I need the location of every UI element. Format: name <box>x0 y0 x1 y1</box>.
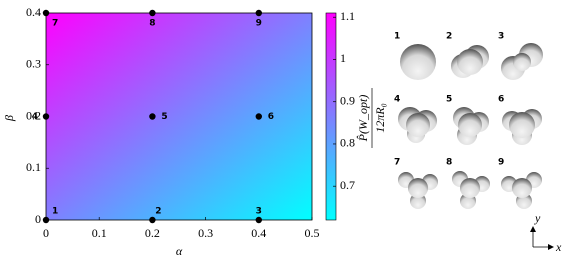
colorbar-denominator: 12πR₀ <box>373 103 387 133</box>
blob-part <box>458 113 482 137</box>
shape-blob <box>452 171 490 209</box>
point <box>42 216 50 224</box>
blob-part <box>509 112 535 138</box>
y-tick-label: 0.4 <box>26 5 41 19</box>
colorbar-tick-label: 0.8 <box>340 136 355 150</box>
x-tick-label: 0 <box>43 226 49 240</box>
point-label: 4 <box>32 112 38 122</box>
shape-label: 8 <box>446 158 452 168</box>
indicator-y-label: y <box>534 211 541 225</box>
point-label: 2 <box>155 207 161 217</box>
axis-indicator: y x <box>530 211 562 254</box>
x-tick-label: 0.1 <box>92 226 107 240</box>
shape-blob <box>501 43 543 80</box>
blob-part <box>460 178 480 198</box>
y-arrow-head <box>530 226 536 232</box>
shape-blob <box>453 107 489 145</box>
heatmap-field <box>46 13 312 220</box>
x-tick-label: 0.4 <box>251 226 266 240</box>
colorbar <box>325 12 337 221</box>
indicator-x-label: x <box>555 240 562 254</box>
point <box>255 9 262 17</box>
shape-blob <box>398 107 437 143</box>
blob-part <box>400 44 436 80</box>
point-label: 8 <box>149 19 155 29</box>
x-axis-label: α <box>176 244 183 258</box>
shape-blob <box>398 172 438 209</box>
point <box>42 113 50 120</box>
colorbar-tick-label: 0.9 <box>340 93 355 107</box>
x-arrow-head <box>548 244 554 250</box>
blob-part <box>457 49 483 75</box>
shape-label: 2 <box>446 32 452 42</box>
point-label: 9 <box>256 19 262 29</box>
colorbar-tick-label: 1 <box>340 51 346 65</box>
shape-label: 9 <box>498 158 504 168</box>
shape-blob <box>502 109 542 145</box>
x-tick-label: 0.5 <box>305 226 320 240</box>
y-tick-label: 0.3 <box>26 57 41 71</box>
point <box>42 9 50 17</box>
x-tick-label: 0.2 <box>145 226 160 240</box>
point <box>255 216 262 224</box>
shape-blob <box>400 44 436 80</box>
shape-label: 5 <box>446 95 452 105</box>
point <box>149 9 156 17</box>
point <box>149 216 156 224</box>
point <box>255 113 262 120</box>
x-tick-label: 0.3 <box>198 226 213 240</box>
y-tick-label: 0 <box>35 212 41 226</box>
colorbar-label: P̂(W_opt) 12πR₀ <box>356 88 387 148</box>
shape-blob <box>501 172 542 209</box>
colorbar-tick-label: 1.1 <box>340 9 355 23</box>
shape-label: 6 <box>498 95 504 105</box>
y-tick-label: 0.1 <box>26 160 41 174</box>
blob-part <box>406 113 430 137</box>
point-label: 6 <box>268 112 274 122</box>
point-label: 3 <box>256 207 262 217</box>
point-label: 5 <box>161 112 167 122</box>
point-label: 1 <box>52 207 58 217</box>
shape-label: 1 <box>394 32 400 42</box>
y-axis-label: β <box>2 115 16 122</box>
blob-part <box>512 178 532 198</box>
shape-label: 7 <box>394 158 400 168</box>
shape-label: 4 <box>394 95 400 105</box>
blob-part <box>513 53 531 71</box>
shape-blob <box>451 45 489 78</box>
blob-part <box>408 178 428 198</box>
point-label: 7 <box>52 19 58 29</box>
colorbar-tick-label: 0.7 <box>340 178 355 192</box>
y-tick-label: 0.2 <box>26 108 41 122</box>
point <box>149 113 156 120</box>
colorbar-numerator: P̂(W_opt) <box>356 95 370 143</box>
shape-panels: 1 2 3 4 5 6 7 8 9 <box>394 32 543 209</box>
shape-label: 3 <box>498 32 504 42</box>
